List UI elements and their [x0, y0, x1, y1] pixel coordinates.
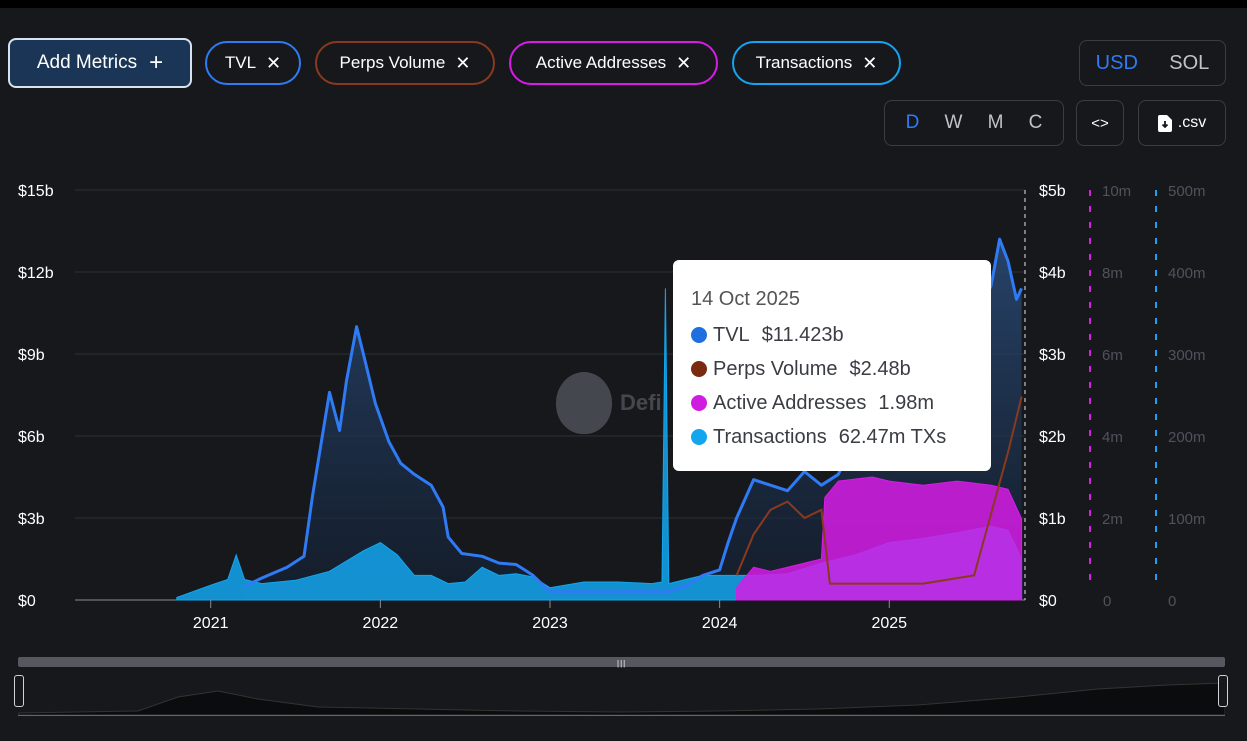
watermark-text: Defi: [620, 390, 662, 415]
granularity-weekly[interactable]: W: [944, 112, 963, 133]
tooltip-series-name: Active Addresses: [713, 391, 867, 414]
navigator-handle-left[interactable]: [14, 675, 24, 707]
currency-usd[interactable]: USD: [1095, 51, 1138, 74]
navigator-handle-right[interactable]: [1218, 675, 1228, 707]
chip-label: Transactions: [755, 53, 853, 72]
y-perps-tick-label: $2b: [1039, 429, 1066, 446]
y-addresses-tick-label: 6m: [1102, 347, 1123, 364]
y-perps-tick-label: $0: [1039, 593, 1057, 610]
code-icon: <>: [1091, 114, 1109, 132]
y-perps-tick-label: $4b: [1039, 265, 1066, 282]
series-dot: [691, 361, 707, 377]
granularity-toggle: D W M C: [884, 100, 1064, 146]
y-perps-tick-label: $5b: [1039, 183, 1066, 200]
y-transactions-tick-label: 400m: [1168, 265, 1206, 282]
y-addresses-tick-label: 8m: [1102, 265, 1123, 282]
embed-button[interactable]: <>: [1076, 100, 1124, 146]
y-transactions-tick-label: 0: [1168, 593, 1176, 610]
currency-toggle: USD SOL: [1079, 40, 1226, 86]
file-download-icon: [1157, 114, 1172, 132]
chart-panel: Add Metrics + TVL ✕ Perps Volume ✕ Activ…: [0, 8, 1247, 741]
close-icon[interactable]: ✕: [676, 52, 692, 73]
y-transactions-tick-label: 100m: [1168, 511, 1206, 528]
granularity-daily[interactable]: D: [905, 112, 920, 133]
tooltip-series-name: TVL: [713, 323, 750, 346]
tooltip-series-name: Perps Volume: [713, 357, 838, 380]
close-icon[interactable]: ✕: [266, 52, 282, 73]
tooltip-series-value: 1.98m: [878, 391, 935, 414]
metric-chip-perps-volume[interactable]: Perps Volume ✕: [315, 41, 495, 85]
y-left-tick-label: $3b: [18, 511, 45, 528]
y-addresses-tick-label: 4m: [1102, 429, 1123, 446]
logo-icon: [556, 372, 612, 434]
y-left-tick-label: $15b: [18, 183, 54, 200]
tooltip-series-name: Transactions: [713, 425, 827, 448]
perps-volume-line: [735, 396, 1023, 585]
plus-icon: +: [149, 49, 164, 76]
tooltip-row-active-addresses: Active Addresses 1.98m: [691, 386, 973, 420]
chart-tooltip: 14 Oct 2025 TVL $11.423b Perps Volume $2…: [673, 260, 991, 471]
tooltip-series-value: $11.423b: [761, 323, 844, 346]
y-addresses-tick-label: 0: [1103, 593, 1111, 610]
y-addresses-tick-label: 2m: [1102, 511, 1123, 528]
y-left-tick-label: $9b: [18, 347, 45, 364]
metric-chip-tvl[interactable]: TVL ✕: [205, 41, 301, 85]
y-transactions-tick-label: 300m: [1168, 347, 1206, 364]
chip-label: TVL: [224, 53, 257, 72]
y-transactions-tick-label: 200m: [1168, 429, 1206, 446]
tooltip-row-perps-volume: Perps Volume $2.48b: [691, 352, 973, 386]
tooltip-date: 14 Oct 2025: [691, 288, 800, 310]
tooltip-row-transactions: Transactions 62.47m TXs: [691, 420, 973, 454]
granularity-monthly[interactable]: M: [987, 112, 1004, 133]
navigator-scrollbar[interactable]: |||: [18, 657, 1225, 668]
tooltip-row-tvl: TVL $11.423b: [691, 318, 973, 352]
x-tick-label: 2024: [702, 615, 738, 632]
y-addresses-tick-label: 10m: [1102, 183, 1131, 200]
series-dot: [691, 327, 707, 343]
top-edge: [0, 0, 1247, 8]
currency-sol[interactable]: SOL: [1169, 51, 1210, 74]
x-tick-label: 2025: [871, 615, 907, 632]
range-navigator[interactable]: |||: [14, 657, 1228, 716]
grip-icon[interactable]: |||: [617, 659, 627, 668]
add-metrics-label: Add Metrics: [36, 52, 138, 73]
tooltip-series-value: $2.48b: [849, 357, 911, 380]
y-transactions-tick-label: 500m: [1168, 183, 1206, 200]
active-addresses-area: [736, 476, 1023, 601]
close-icon[interactable]: ✕: [455, 52, 471, 73]
add-metrics-button[interactable]: Add Metrics +: [8, 38, 192, 88]
granularity-cumulative[interactable]: C: [1028, 112, 1043, 133]
csv-label: .csv: [1177, 114, 1207, 131]
metric-chip-active-addresses[interactable]: Active Addresses ✕: [509, 41, 718, 85]
navigator-preview: [17, 667, 1226, 716]
watermark: Defi: [556, 372, 662, 434]
csv-download-button[interactable]: .csv: [1138, 100, 1226, 146]
chip-label: Perps Volume: [339, 53, 446, 72]
series-dot: [691, 429, 707, 445]
chip-label: Active Addresses: [535, 53, 667, 72]
y-left-tick-label: $0: [18, 593, 36, 610]
navigator-sparkline: [17, 682, 1226, 716]
x-tick-label: 2023: [532, 615, 568, 632]
y-perps-tick-label: $3b: [1039, 347, 1066, 364]
x-tick-label: 2021: [193, 615, 229, 632]
series-dot: [691, 395, 707, 411]
y-left-tick-label: $6b: [18, 429, 45, 446]
metric-chip-transactions[interactable]: Transactions ✕: [732, 41, 901, 85]
tooltip-series-value: 62.47m TXs: [838, 425, 947, 448]
y-perps-tick-label: $1b: [1039, 511, 1066, 528]
close-icon[interactable]: ✕: [862, 52, 878, 73]
x-tick-label: 2022: [363, 615, 399, 632]
y-left-tick-label: $12b: [18, 265, 54, 282]
